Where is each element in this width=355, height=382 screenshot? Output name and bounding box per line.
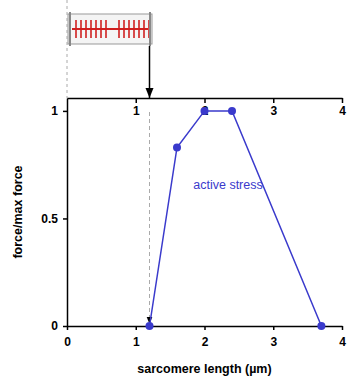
data-point <box>146 322 154 330</box>
data-point <box>317 322 325 330</box>
tick-mark <box>342 326 344 330</box>
sarcomere-crossbridge <box>100 20 102 38</box>
tick-mark <box>136 98 138 103</box>
sarcomere-crossbridge <box>118 20 120 38</box>
z-line <box>149 12 151 46</box>
pointer-arrow <box>149 46 151 98</box>
tick-label: 0 <box>64 335 71 349</box>
sarcomere-crossbridge <box>128 20 130 38</box>
data-point <box>228 107 236 115</box>
chart: 12340123400.51sarcomere length (µm)force… <box>0 0 355 382</box>
tick-label: 4 <box>339 335 346 349</box>
sarcomere-crossbridge <box>90 20 92 38</box>
sarcomere-icon <box>68 12 152 46</box>
tick: 1 <box>51 104 67 118</box>
tick: 1 <box>133 326 140 349</box>
y-axis-title: force/max force <box>11 165 25 258</box>
x-axis: 0 1 2 3 4 <box>64 326 346 349</box>
y-axis: 00.51 <box>41 99 67 334</box>
data-point <box>173 143 181 151</box>
sarcomere-filament <box>72 28 148 30</box>
z-line <box>69 12 71 46</box>
sarcomere-crossbridge <box>123 20 125 38</box>
sarcomere-crossbridge <box>105 20 107 38</box>
tick: 3 <box>270 326 277 349</box>
tick-mark <box>63 218 67 220</box>
x-axis-title: sarcomere length (µm) <box>137 362 271 376</box>
data-point <box>201 107 209 115</box>
tick-label: 4 <box>339 104 346 118</box>
sarcomere-crossbridge <box>133 20 135 38</box>
sarcomere-crossbridge <box>143 20 145 38</box>
tick-mark <box>204 98 206 103</box>
tick-label: 1 <box>133 335 140 349</box>
tick-mark <box>273 326 275 330</box>
tick-mark <box>342 98 344 103</box>
tick: 4 <box>339 326 346 349</box>
tick-mark <box>136 326 138 330</box>
sarcomere-frame <box>68 14 152 44</box>
tick-label: 1 <box>51 104 58 118</box>
tick-mark <box>204 326 206 330</box>
sarcomere-crossbridge <box>138 20 140 38</box>
tick-mark <box>63 326 67 328</box>
tick-label: 1 <box>133 104 140 118</box>
tick: 4 <box>339 98 346 118</box>
sarcomere-crossbridge <box>85 20 87 38</box>
tick: 0 <box>64 326 71 349</box>
tick-label: 2 <box>202 335 209 349</box>
tick: 1 <box>133 98 140 118</box>
tick: 0.5 <box>41 212 67 226</box>
sarcomere-crossbridge <box>75 20 77 38</box>
tick-mark <box>63 111 67 113</box>
sarcomere-crossbridge <box>95 20 97 38</box>
tick: 3 <box>270 98 277 118</box>
tick: 2 <box>202 326 209 349</box>
guide-line <box>149 112 150 324</box>
series-line <box>150 111 322 326</box>
guide-line <box>67 0 68 98</box>
tick-mark <box>273 98 275 103</box>
tick-label: 3 <box>270 104 277 118</box>
top-x-axis: 1234 <box>68 98 347 118</box>
sarcomere-crossbridge <box>80 20 82 38</box>
series-annotation: active stress <box>193 178 262 192</box>
tick: 0 <box>51 319 67 333</box>
tick-label: 0.5 <box>41 212 58 226</box>
tick-label: 0 <box>51 319 58 333</box>
plot-area <box>146 107 326 330</box>
axis-line <box>67 99 69 327</box>
tick-label: 3 <box>270 335 277 349</box>
